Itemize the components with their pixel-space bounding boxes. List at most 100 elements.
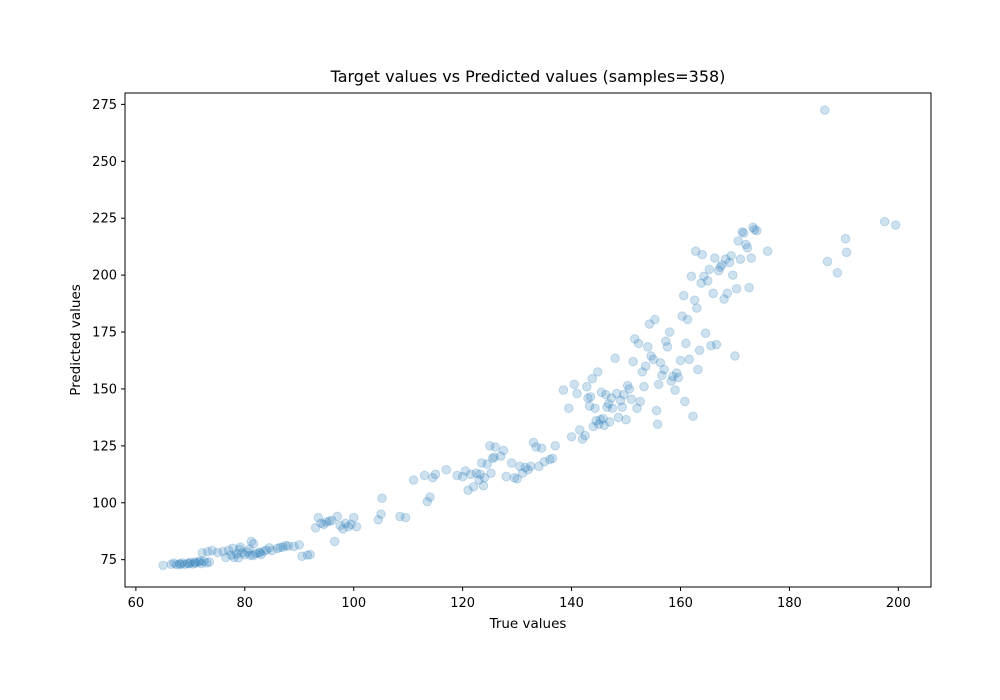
- data-point: [582, 381, 592, 392]
- data-point: [617, 402, 628, 412]
- data-point: [673, 372, 684, 383]
- data-point: [302, 550, 313, 560]
- data-point: [534, 461, 544, 472]
- data-point: [452, 470, 463, 481]
- data-point: [485, 441, 495, 451]
- data-point: [525, 461, 536, 472]
- data-point: [478, 480, 489, 491]
- data-point: [228, 543, 238, 554]
- data-point: [338, 524, 348, 534]
- data-point: [539, 456, 550, 467]
- data-point: [199, 556, 209, 567]
- data-point: [234, 544, 245, 555]
- data-point: [220, 552, 231, 563]
- data-point: [643, 342, 653, 352]
- data-point: [603, 398, 614, 409]
- data-point: [294, 540, 305, 550]
- data-point: [657, 370, 667, 381]
- data-point: [531, 442, 541, 452]
- data-point: [237, 548, 247, 558]
- data-point: [708, 288, 718, 299]
- data-point: [644, 319, 655, 329]
- data-point: [267, 545, 277, 556]
- data-point: [820, 105, 830, 115]
- data-point: [592, 367, 603, 377]
- data-point: [596, 387, 607, 398]
- data-point: [197, 548, 208, 558]
- data-point: [376, 509, 386, 519]
- data-point: [182, 558, 193, 569]
- y-tick-label: 100: [92, 496, 117, 511]
- data-point: [584, 401, 595, 411]
- data-point: [651, 405, 662, 416]
- data-point: [313, 512, 324, 523]
- data-point: [474, 475, 484, 485]
- data-point: [700, 328, 711, 338]
- data-point: [690, 246, 701, 257]
- data-point: [660, 336, 671, 346]
- data-point: [671, 368, 682, 378]
- data-point: [177, 558, 187, 568]
- data-point: [890, 220, 901, 230]
- data-point: [240, 549, 250, 560]
- data-point: [495, 451, 506, 461]
- data-point: [201, 558, 212, 568]
- data-point: [466, 469, 476, 480]
- data-point: [646, 351, 656, 361]
- data-point: [489, 452, 500, 463]
- data-point: [655, 357, 666, 368]
- data-point: [577, 434, 588, 444]
- data-point: [689, 295, 700, 305]
- data-point: [659, 364, 669, 375]
- data-point: [699, 271, 709, 282]
- data-point: [272, 543, 283, 554]
- x-tick-label: 180: [777, 596, 802, 611]
- data-point: [677, 311, 687, 321]
- data-point: [218, 546, 228, 557]
- data-point: [713, 265, 724, 276]
- data-point: [482, 459, 492, 469]
- data-point: [704, 264, 715, 275]
- data-point: [583, 393, 593, 403]
- data-point: [408, 475, 419, 485]
- data-point: [737, 227, 747, 237]
- data-point: [832, 268, 843, 278]
- data-point: [684, 354, 695, 365]
- data-point: [591, 416, 601, 426]
- y-tick-label: 275: [92, 98, 117, 113]
- data-point: [377, 493, 387, 504]
- y-tick-label: 125: [92, 439, 117, 454]
- data-point: [171, 559, 182, 570]
- data-point: [475, 469, 485, 480]
- y-tick-label: 200: [92, 269, 117, 284]
- data-point: [610, 353, 620, 364]
- data-point: [611, 388, 622, 399]
- data-point: [193, 557, 204, 567]
- data-point: [457, 471, 468, 482]
- data-point: [580, 430, 590, 441]
- data-point: [585, 392, 596, 402]
- data-point: [196, 558, 207, 569]
- data-point: [650, 314, 660, 325]
- data-point: [670, 385, 680, 395]
- data-point: [664, 327, 675, 337]
- data-point: [607, 403, 618, 414]
- data-point: [536, 443, 547, 453]
- data-point: [233, 553, 244, 563]
- data-point: [256, 549, 266, 560]
- data-point: [639, 381, 649, 392]
- data-point: [564, 403, 574, 414]
- data-point: [733, 236, 744, 246]
- y-tick-label: 175: [92, 326, 117, 341]
- data-point: [680, 396, 690, 407]
- data-point: [688, 411, 698, 422]
- data-point: [724, 257, 735, 268]
- data-point: [310, 523, 321, 533]
- data-point: [340, 518, 351, 529]
- data-point: [706, 340, 716, 351]
- y-tick-label: 250: [92, 155, 117, 170]
- data-point: [373, 515, 384, 525]
- data-point: [731, 283, 742, 294]
- data-point: [506, 458, 517, 468]
- data-point: [748, 222, 758, 233]
